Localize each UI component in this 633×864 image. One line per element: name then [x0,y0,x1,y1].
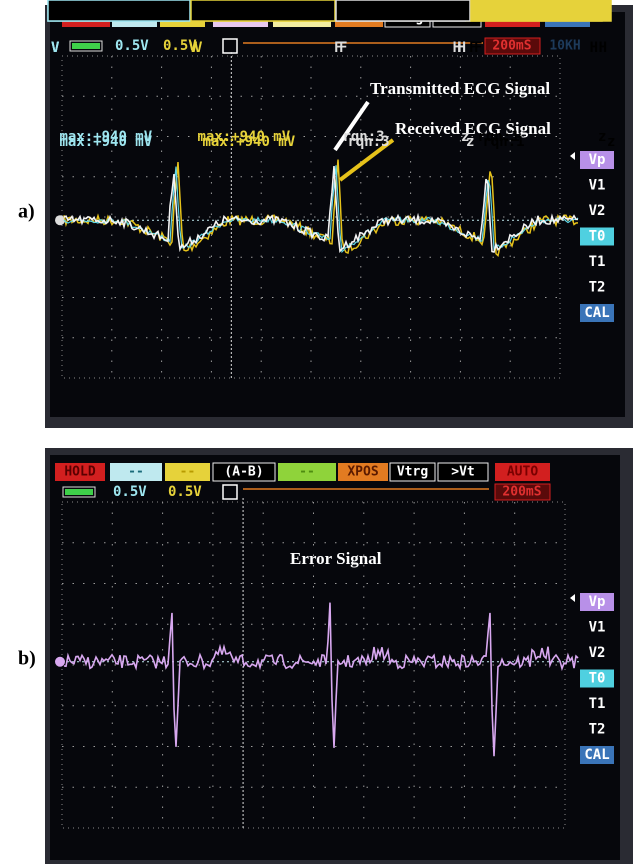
menu-item: T0 [589,671,606,687]
timebase: 200mS [502,485,541,500]
top-button-label: >Vt [451,465,474,480]
sample-rate: 10KH [549,39,580,54]
menu-item: T0 [589,229,606,245]
menu-item: V2 [589,645,606,661]
channel-scale: 0.5V [113,484,147,500]
annotation: Transmitted ECG Signal [370,79,550,98]
panel-label: b) [18,648,36,670]
top-button-label: -- [128,465,144,480]
top-button-label: -- [180,465,196,480]
annotation: Error Signal [290,549,382,568]
status-box [191,0,335,21]
menu-item: T1 [589,696,606,712]
menu-item: Vp [589,152,606,168]
status-box [336,0,470,21]
top-button-label: Vtrg [397,465,428,480]
menu-item: V1 [589,178,606,194]
menu-item: V1 [589,620,606,636]
menu-item: T2 [589,280,606,296]
menu-item: CAL [584,747,609,763]
menu-item: Vp [589,594,606,610]
status-box [471,0,611,21]
battery-level [72,43,100,49]
menu-item: V2 [589,203,606,219]
top-button-label: HOLD [64,465,95,480]
ground-marker [55,215,65,225]
figure: a)HOLDACAC----XPOSVtrg>VtAUTOSa0.5V0.5V2… [0,0,633,864]
panel-label: a) [18,201,35,223]
status-box [48,0,190,21]
menu-item: T2 [589,722,606,738]
scope-screen [50,455,620,860]
top-button-label: AUTO [507,465,538,480]
menu-item: T1 [589,254,606,270]
menu-item: CAL [584,305,609,321]
top-button-label: -- [299,465,315,480]
ground-marker [55,657,65,667]
channel-scale: 0.5V [115,38,149,54]
battery-level [65,489,93,495]
top-button-label: XPOS [347,465,378,480]
top-button-label: (A-B) [224,465,263,480]
channel-scale: 0.5V [168,484,202,500]
timebase: 200mS [492,39,531,54]
